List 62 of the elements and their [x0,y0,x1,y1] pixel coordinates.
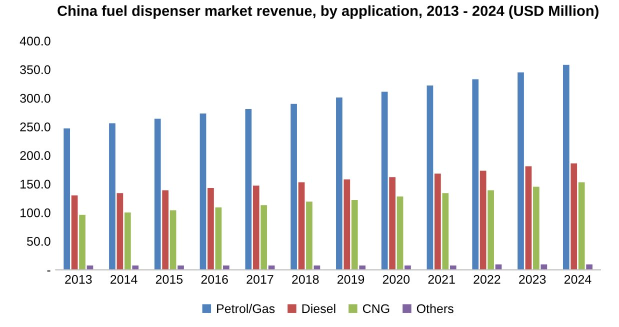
legend-label: Others [416,304,454,314]
bar [79,214,86,270]
x-tick-label: 2014 [110,274,138,284]
bar [442,193,449,270]
bar [426,86,434,270]
bar [344,179,350,270]
bar [215,207,222,270]
bar [351,200,358,270]
chart-title: China fuel dispenser market revenue, by application, 2013 - 2024 (USD Million) [58,5,598,19]
bar [578,182,585,270]
x-tick-label: 2017 [246,274,274,284]
bar [488,190,494,270]
bar [434,174,441,270]
bar [245,108,252,270]
bar [170,210,176,270]
bar [154,118,161,270]
x-tick-label: 2015 [156,274,183,284]
x-tick-label: 2024 [564,274,592,284]
x-tick-label: 2016 [201,274,228,284]
bar [298,182,305,270]
bar [396,196,404,270]
bar [71,195,78,270]
y-tick-label: 400.0 [20,36,50,46]
legend-label: Petrol/Gas [217,304,275,314]
bar [116,193,124,270]
x-tick-label: 2021 [428,274,455,284]
bar [472,79,479,270]
y-tick-label: 300.0 [20,94,50,103]
bar [306,202,312,270]
legend-label: Diesel [302,304,336,314]
x-tick-label: 2013 [65,274,92,284]
y-tick-label: - [47,270,50,272]
bar [336,98,342,270]
x-tick-label: 2022 [474,274,500,284]
bar [562,64,570,270]
x-tick-label: 2023 [519,274,546,284]
bar [252,186,260,270]
bar [162,190,169,270]
bar [124,212,131,270]
bar [533,186,540,270]
bar [109,123,116,270]
y-tick-label: 150.0 [20,180,50,189]
bar [381,92,388,270]
bar [290,104,297,270]
bar [480,170,486,270]
bar [200,114,206,270]
x-tick-label: 2020 [382,274,410,284]
legend-label: CNG [362,304,390,314]
y-tick-label: 50.0 [27,236,50,246]
bar [260,205,268,270]
y-tick-label: 250.0 [20,122,50,132]
y-tick-label: 100.0 [20,208,50,218]
x-tick-label: 2018 [292,274,319,284]
bar [389,177,396,270]
bar [64,128,70,270]
y-tick-label: 200.0 [20,151,50,160]
x-tick-label: 2019 [337,274,364,284]
bar [208,188,214,270]
bar [525,166,532,270]
bar [570,163,578,270]
bar [518,72,524,270]
y-tick-label: 350.0 [20,65,50,74]
